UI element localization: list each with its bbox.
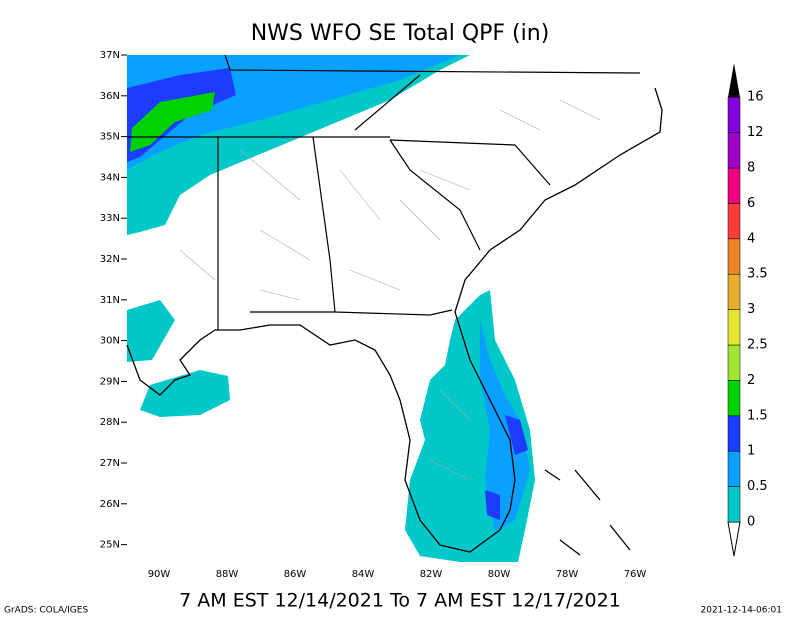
colorbar-label: 8 [747,161,755,176]
colorbar-label: 4 [747,231,755,246]
colorbar-label: 16 [747,90,764,105]
colorbar-box [727,486,741,523]
lat-label: 32N [100,254,120,265]
colorbar-box [727,309,741,346]
qpf-shade [127,300,175,362]
lat-label: 29N [100,376,120,387]
longitude-labels: 90W 88W 86W 84W 82W 80W 78W 76W [148,569,647,580]
colorbar-box [727,380,741,417]
lat-label: 27N [100,458,120,469]
footer-right: 2021-12-14-06:01 [701,606,783,616]
colorbar-label: 2 [747,373,755,388]
lat-label: 26N [100,499,120,510]
colorbar-label: 12 [747,125,764,140]
lon-label: 78W [556,569,579,580]
colorbar-label: 1 [747,444,755,459]
lon-label: 76W [624,569,647,580]
colorbar-box [727,344,741,381]
under-triangle [727,521,741,557]
title: NWS WFO SE Total QPF (in) [251,21,550,46]
colorbar-box [727,167,741,204]
colorbar-label: 0.5 [747,479,768,494]
lat-label: 25N [100,540,120,551]
qpf-shade [480,320,530,532]
lat-label: 28N [100,417,120,428]
colorbar-label: 2.5 [747,338,768,353]
map [126,54,663,565]
lat-label: 37N [100,50,120,61]
colorbar-label: 3.5 [747,267,768,282]
colorbar-label: 0 [747,515,755,530]
colorbar-box [727,96,741,133]
colorbar: 0 0.5 1 1.5 2 2.5 3 3.5 4 6 8 12 16 [727,63,768,557]
lat-label: 33N [100,213,120,224]
lat-label: 31N [100,295,120,306]
colorbar-label: 3 [747,302,755,317]
qpf-shade [485,490,500,520]
footer-left: GrADS: COLA/IGES [4,606,88,616]
qpf-shade [505,415,528,455]
colorbar-box [727,273,741,310]
lon-label: 80W [488,569,511,580]
lat-label: 34N [100,172,120,183]
over-triangle [728,63,740,98]
state-borders [127,54,641,330]
lat-label: 35N [100,132,120,143]
colorbar-label: 1.5 [747,408,768,423]
colorbar-box [727,415,741,452]
lon-label: 86W [284,569,307,580]
lon-label: 82W [420,569,443,580]
coastline [126,87,663,553]
colorbar-box [727,450,741,487]
colorbar-box [727,203,741,240]
qpf-shade [140,370,230,417]
lat-label: 36N [100,91,120,102]
bahamas [544,469,631,556]
county-lines [179,99,601,481]
latitude-labels: 37N 36N 35N 34N 33N 32N 31N 30N 29N 28N 27N 26N 25N [100,50,127,551]
colorbar-label: 6 [747,196,755,211]
colorbar-box [727,238,741,275]
lon-label: 84W [352,569,375,580]
lat-label: 30N [100,336,120,347]
colorbar-box [727,132,741,169]
subtitle: 7 AM EST 12/14/2021 To 7 AM EST 12/17/20… [179,590,621,612]
lon-label: 88W [216,569,239,580]
lon-label: 90W [148,569,171,580]
